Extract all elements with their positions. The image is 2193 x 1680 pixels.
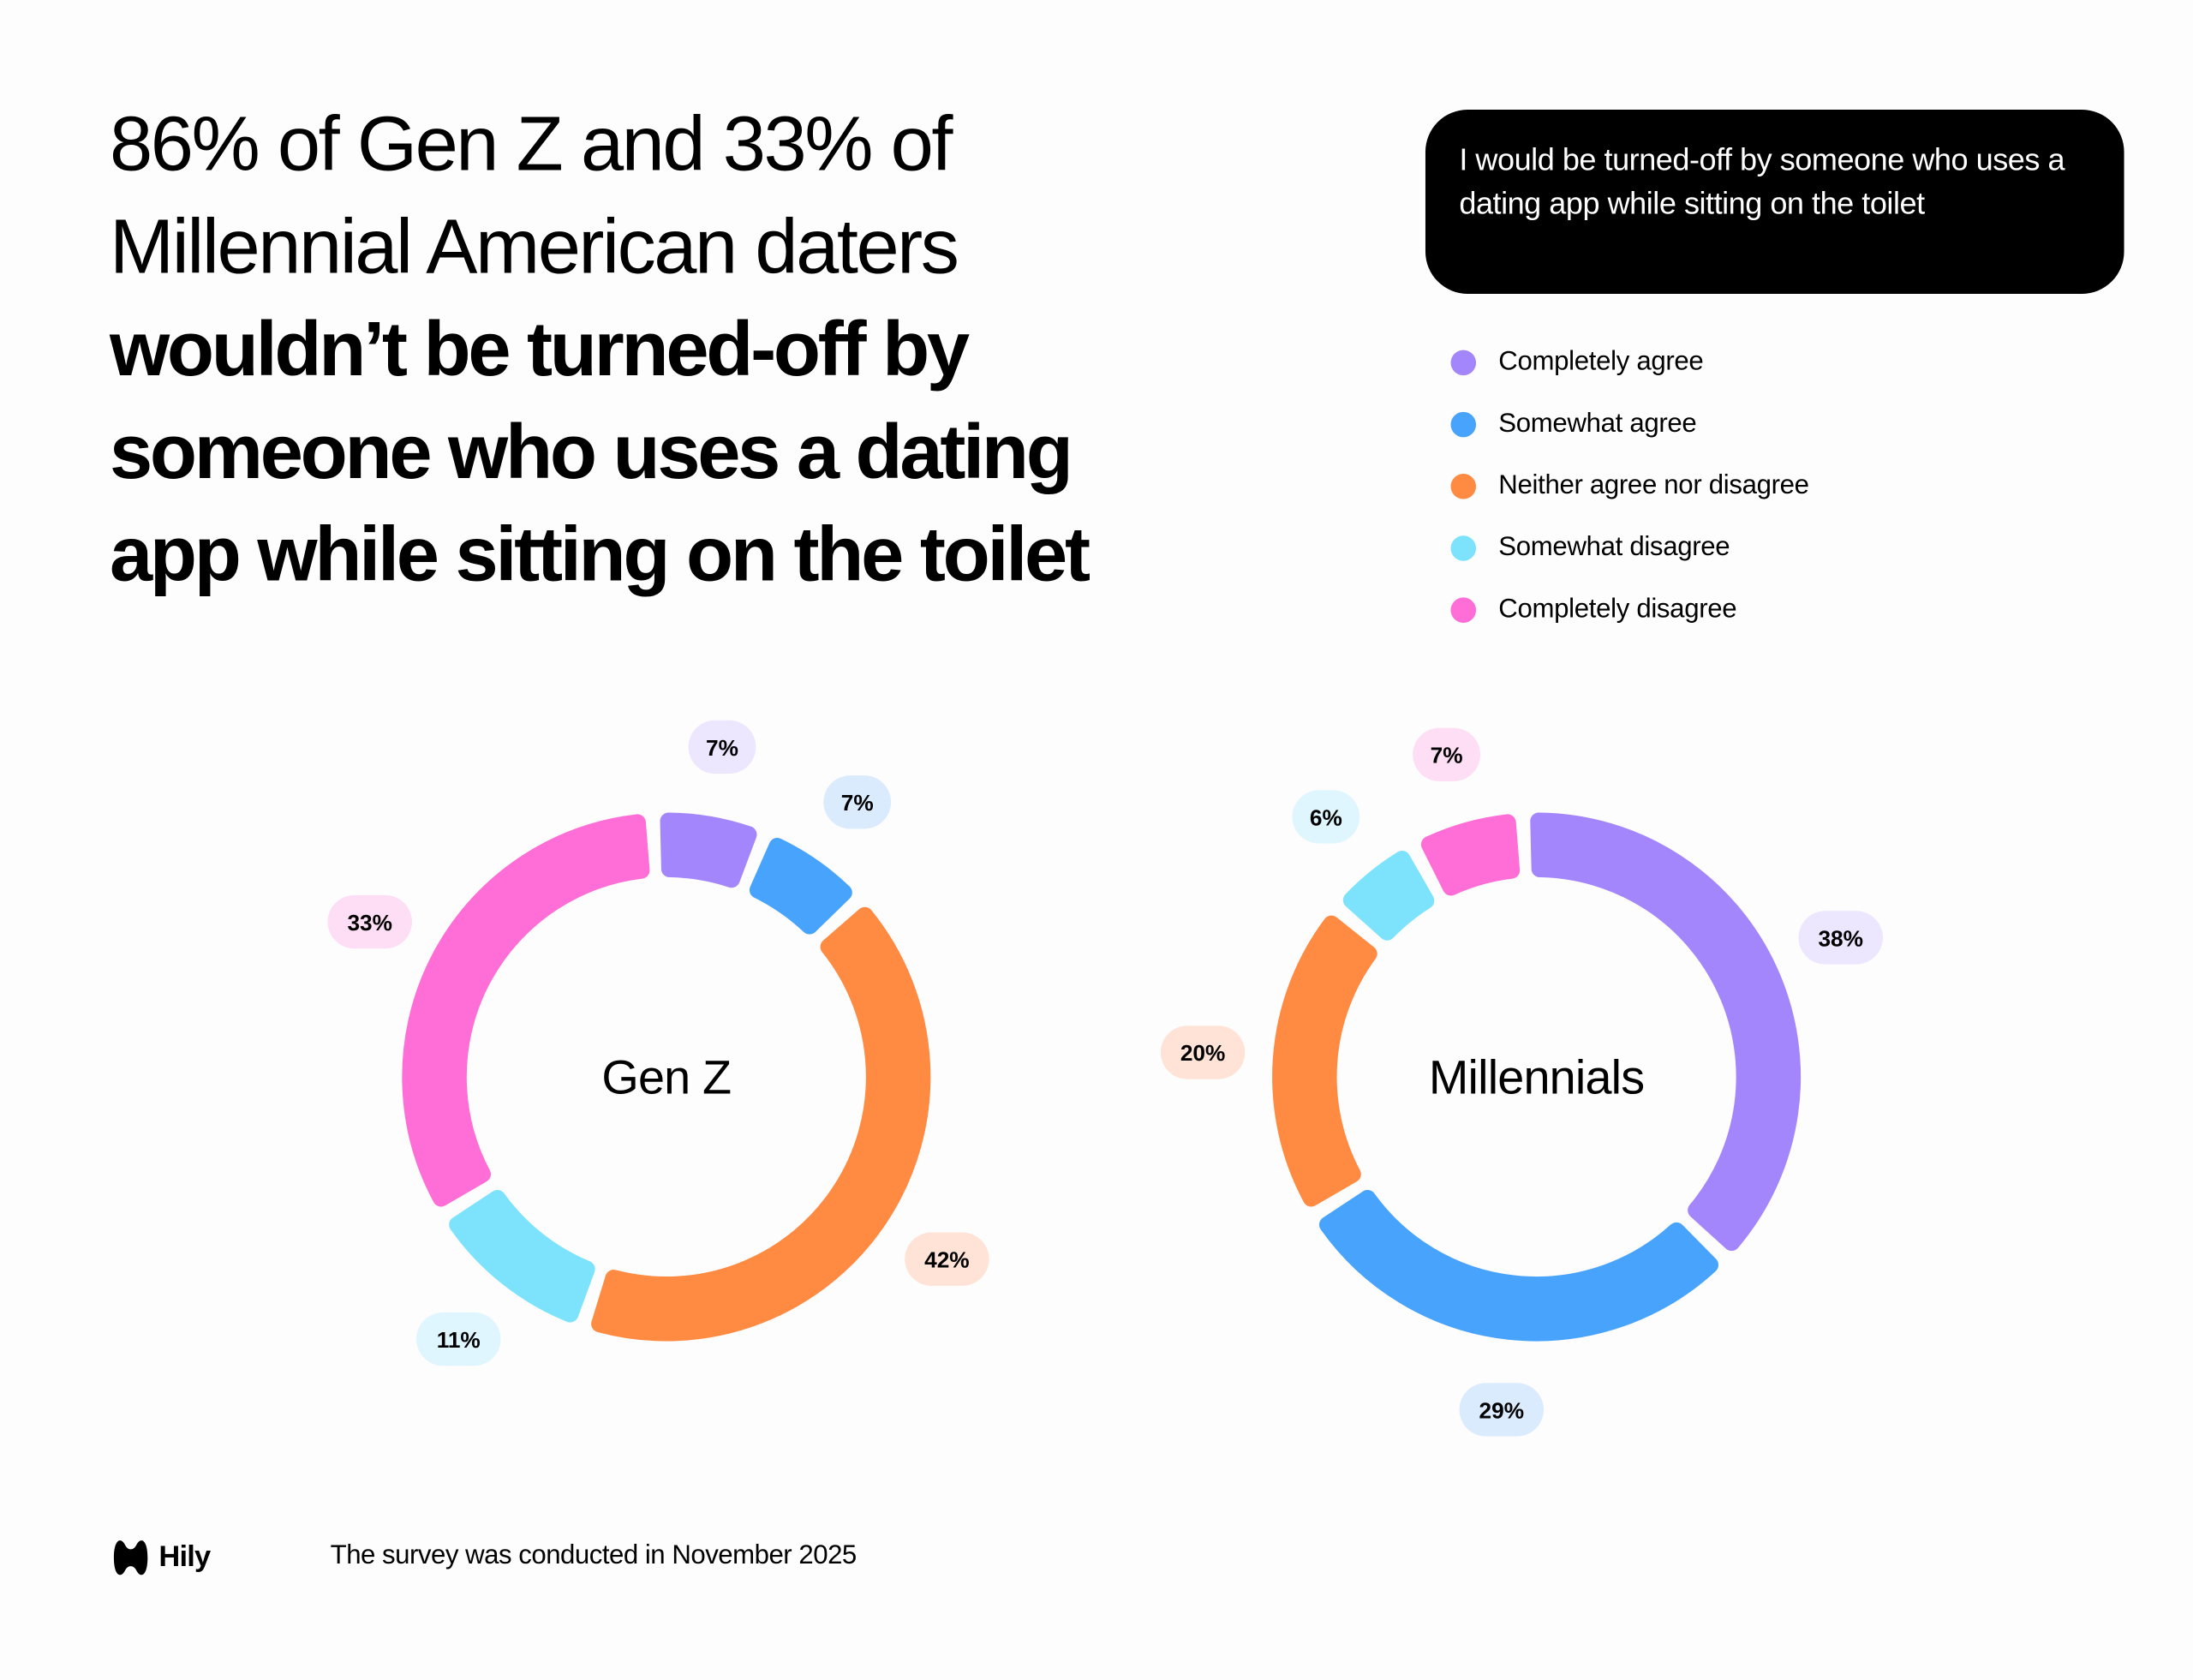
data-label-pill [688, 720, 756, 774]
legend-label: Somewhat disagree [1498, 532, 1730, 563]
data-label-pill [1160, 1025, 1246, 1079]
legend: Completely agree Somewhat agree Neither … [1450, 332, 1809, 641]
donut-gen-z: 7% 7% 42% 11% 33% Gen Z [327, 720, 989, 1366]
donut-segment [1530, 812, 1802, 1252]
hily-logo-icon [113, 1540, 148, 1575]
data-label: 7% [706, 735, 738, 761]
donut-segment [660, 812, 757, 888]
legend-label: Completely agree [1498, 347, 1704, 377]
donut-segment [1272, 915, 1377, 1207]
data-label: 7% [1431, 743, 1463, 768]
data-label-pill [1459, 1383, 1545, 1437]
donut-segment [1318, 1189, 1719, 1342]
data-label-pill [823, 775, 892, 829]
data-label-pill [416, 1312, 501, 1366]
headline: 86% of Gen Z and 33% of Millennial Ameri… [110, 93, 1375, 606]
legend-dot [1450, 350, 1477, 376]
data-label: 20% [1180, 1040, 1226, 1066]
legend-item: Neither agree nor disagree [1450, 456, 1809, 517]
donut-segment [1420, 814, 1521, 896]
donut-segment [591, 906, 931, 1342]
donut-segment [1342, 851, 1435, 941]
legend-dot [1450, 411, 1477, 438]
survey-note: The survey was conducted in November 202… [330, 1540, 857, 1570]
headline-line-bold: wouldn’t be turned-off by [109, 305, 970, 392]
logo-text: Hily [158, 1540, 211, 1574]
data-label-pill [1798, 911, 1883, 965]
donut-segment [749, 838, 852, 935]
data-label: 33% [347, 910, 392, 936]
legend-item: Completely agree [1450, 332, 1809, 393]
data-label: 6% [1310, 804, 1342, 830]
legend-dot [1450, 535, 1477, 561]
legend-label: Somewhat agree [1498, 409, 1697, 439]
data-label-pill [1292, 790, 1360, 844]
hily-logo: Hily [110, 1537, 211, 1579]
headline-line: Millennial American daters [109, 202, 959, 290]
data-label-pill [327, 894, 412, 949]
legend-label: Neither agree nor disagree [1498, 470, 1809, 501]
legend-item: Somewhat disagree [1450, 517, 1809, 579]
donut-segment [402, 814, 650, 1207]
question-box: I would be turned-off by someone who use… [1425, 109, 2124, 294]
legend-label: Completely disagree [1498, 595, 1737, 625]
headline-line-bold: app while sitting on the toilet [109, 510, 1091, 598]
data-label: 11% [437, 1327, 481, 1353]
data-label: 42% [924, 1247, 970, 1273]
donut-center-label: Gen Z [601, 1050, 731, 1104]
legend-item: Completely disagree [1450, 579, 1809, 641]
legend-item: Somewhat agree [1450, 393, 1809, 455]
data-label: 7% [841, 790, 874, 816]
donut-millennials: 38% 29% 20% 6% 7% Millennials [1160, 727, 1883, 1437]
headline-line-bold: someone who uses a dating [109, 407, 1073, 495]
data-label: 38% [1818, 925, 1863, 951]
donut-segment [449, 1189, 595, 1323]
donut-center-label: Millennials [1429, 1050, 1644, 1104]
legend-dot [1450, 474, 1477, 499]
headline-line: 86% of Gen Z and 33% of [109, 99, 953, 188]
data-label: 29% [1479, 1397, 1525, 1423]
data-label-pill [1413, 727, 1480, 782]
data-label-pill [905, 1232, 989, 1286]
legend-dot [1450, 597, 1477, 623]
